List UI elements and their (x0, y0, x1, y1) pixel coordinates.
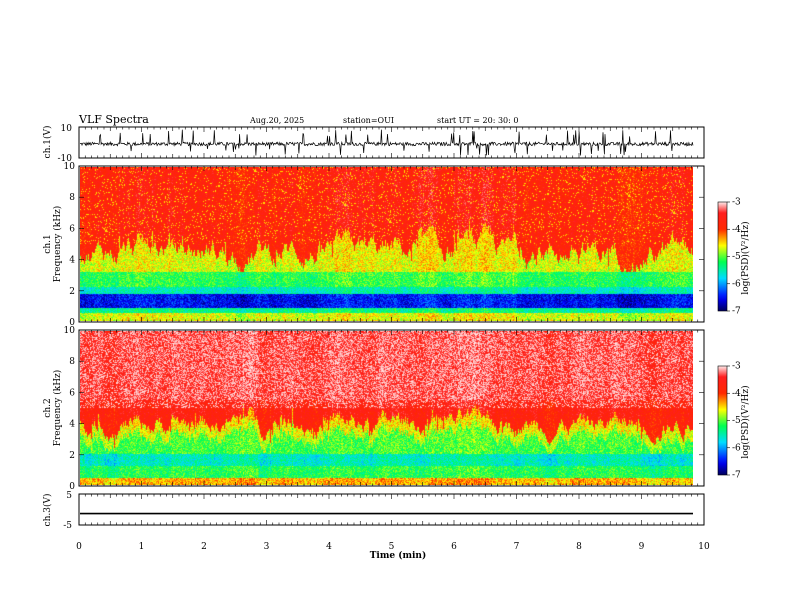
y-tick-label: 0 (69, 482, 75, 492)
ch2-colorbar-gradient (717, 365, 728, 476)
x-tick-label: 2 (201, 542, 207, 552)
ch2-colorbar-ticks: -3 -4 -5 -6 -7 (727, 362, 741, 481)
y-tick-label: 6 (69, 224, 75, 234)
ch1-ylabel: ch.1(V) (42, 126, 53, 159)
ch3-waveform-panel: 5 -5 ch.3(V) 0 1 2 3 4 5 6 7 8 9 10 (42, 491, 710, 552)
figure-date: Aug.20, 2025 (249, 116, 304, 125)
colorbar-tick-label: -5 (732, 252, 741, 262)
y-tick-label: 8 (69, 193, 75, 203)
ch1-waveform-panel: 10 -10 ch.1(V) (42, 124, 705, 164)
figure-title: VLF Spectra (78, 113, 149, 126)
ch2-colorbar: -3 -4 -5 -6 -7 log(PSD)(V²/Hz) (717, 362, 751, 481)
ch2-spectrogram-image (80, 331, 693, 485)
ch3-ytick-top: 5 (66, 491, 72, 501)
colorbar-tick-label: -4 (732, 225, 741, 235)
ch3-ylabel: ch.3(V) (42, 494, 53, 527)
y-tick-label: 4 (69, 256, 75, 266)
ch1-spectrogram-xticks (78, 166, 705, 322)
figure-station: station=OUI (343, 116, 394, 125)
x-tick-label: 8 (576, 542, 582, 552)
ch1-colorbar-label: log(PSD)(V²/Hz) (740, 221, 751, 294)
x-axis-label: Time (min) (370, 550, 427, 561)
x-tick-label: 6 (451, 542, 457, 552)
x-tick-label: 5 (389, 542, 395, 552)
ch1-xticks (78, 127, 705, 158)
colorbar-tick-label: -6 (732, 279, 741, 289)
ch1-spectrogram-ylabel-2: Frequency (kHz) (52, 206, 63, 283)
y-tick-label: 0 (69, 318, 75, 328)
y-tick-label: 4 (69, 420, 75, 430)
y-tick-label: 6 (69, 388, 75, 398)
x-tick-label: 3 (264, 542, 270, 552)
y-tick-label: 8 (69, 357, 75, 367)
ch1-colorbar: -3 -4 -5 -6 -7 log(PSD)(V²/Hz) (717, 198, 751, 317)
y-tick-label: 2 (69, 451, 75, 461)
colorbar-tick-label: -4 (732, 389, 741, 399)
ch2-spectrogram-ylabel-2: Frequency (kHz) (52, 370, 63, 447)
ch1-spectrogram-yticks: 0 2 4 6 8 10 (64, 162, 704, 328)
x-tick-label: 0 (76, 542, 82, 552)
x-tick-label: 9 (639, 542, 645, 552)
ch1-spectrogram-image (80, 167, 693, 321)
x-tick-label: 4 (326, 542, 332, 552)
ch2-spectrogram-xticks (78, 330, 705, 486)
ch1-colorbar-gradient (717, 201, 728, 312)
ch2-spectrogram-panel: 0 2 4 6 8 10 ch.2 Frequency (kHz) (43, 326, 705, 492)
ch1-waveform-trace (79, 129, 694, 156)
ch1-ytick-top: 10 (61, 124, 73, 134)
figure-start-time: start UT = 20: 30: 0 (437, 116, 518, 125)
y-tick-label: 2 (69, 287, 75, 297)
x-tick-labels: 0 1 2 3 4 5 6 7 8 9 10 (76, 542, 710, 552)
y-tick-label: 10 (64, 162, 76, 172)
ch3-waveform-frame (78, 493, 705, 526)
x-tick-label: 7 (514, 542, 520, 552)
ch3-xticks (78, 494, 705, 525)
ch1-spectrogram-ylabel-1: ch.1 (43, 234, 53, 253)
ch2-spectrogram-ylabel-1: ch.2 (43, 398, 53, 417)
ch2-spectrogram-yticks: 0 2 4 6 8 10 (64, 326, 704, 492)
colorbar-tick-label: -7 (732, 471, 741, 481)
colorbar-tick-label: -7 (732, 307, 741, 317)
ch1-colorbar-ticks: -3 -4 -5 -6 -7 (727, 198, 741, 317)
ch3-ytick-bottom: -5 (63, 521, 72, 531)
ch1-spectrogram-panel: 0 2 4 6 8 10 ch.1 Frequency (kHz) (43, 162, 705, 328)
x-tick-label: 10 (698, 542, 710, 552)
x-tick-label: 1 (139, 542, 145, 552)
colorbar-tick-label: -6 (732, 443, 741, 453)
colorbar-tick-label: -3 (732, 198, 741, 208)
ch1-waveform-path (79, 129, 694, 156)
ch1-ytick-bottom: -10 (58, 154, 73, 164)
y-tick-label: 10 (64, 326, 76, 336)
colorbar-tick-label: -3 (732, 362, 741, 372)
ch2-colorbar-label: log(PSD)(V²/Hz) (740, 385, 751, 458)
colorbar-tick-label: -5 (732, 416, 741, 426)
